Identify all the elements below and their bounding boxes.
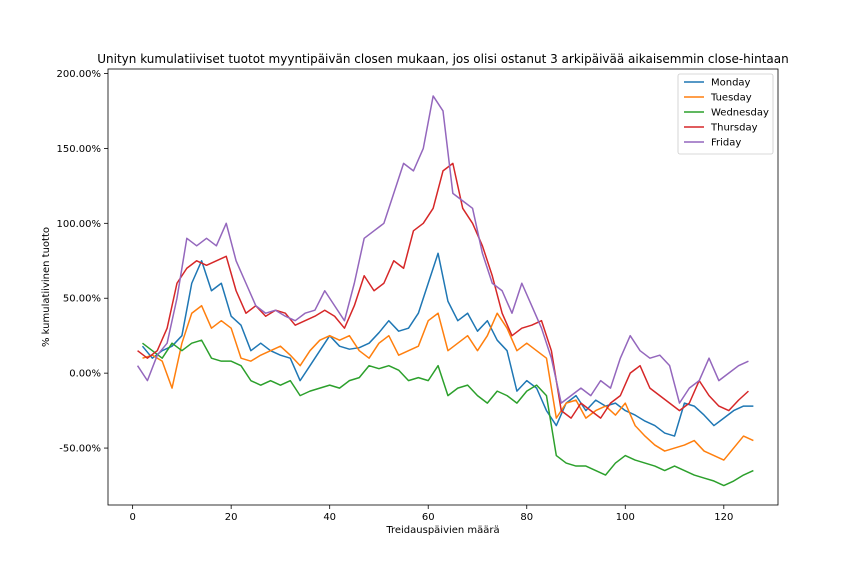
y-axis: -50.00% 0.00% 50.00% 100.00% 150.00% 200.00% [57, 69, 108, 455]
y-tick-label: -50.00% [59, 444, 101, 455]
legend-label-monday: Monday [711, 78, 751, 89]
x-tick-label: 60 [422, 512, 435, 523]
plot-area [107, 68, 779, 506]
y-tick-label: 50.00% [63, 294, 101, 305]
y-tick-label: 150.00% [57, 144, 102, 155]
y-axis-label: % kumulatiivinen tuotto [41, 227, 52, 347]
x-tick-label: 80 [520, 512, 533, 523]
legend-label-friday: Friday [711, 138, 741, 149]
x-tick-label: 20 [225, 512, 238, 523]
x-tick-label: 100 [616, 512, 635, 523]
legend-label-thursday: Thursday [710, 123, 758, 134]
legend-label-tuesday: Tuesday [710, 93, 752, 104]
y-tick-label: 100.00% [57, 219, 102, 230]
x-axis: 0 20 40 60 80 100 120 [129, 505, 733, 523]
legend: Monday Tuesday Wednesday Thursday Friday [677, 73, 774, 155]
plot-frame [107, 68, 779, 506]
x-tick-label: 40 [323, 512, 336, 523]
legend-label-wednesday: Wednesday [711, 108, 769, 119]
y-tick-label: 200.00% [57, 69, 102, 80]
x-tick-label: 120 [714, 512, 733, 523]
x-axis-label: Treidauspäivien määrä [385, 525, 499, 536]
series-line-wednesday [142, 339, 754, 487]
y-tick-label: 0.00% [69, 369, 101, 380]
series-line-friday [136, 95, 749, 404]
series-line-monday [141, 252, 754, 437]
series-line-thursday [137, 162, 749, 419]
series-layer [136, 95, 754, 487]
legend-box [677, 73, 774, 155]
series-line-tuesday [142, 304, 754, 461]
chart-title: Unityn kumulatiiviset tuotot myyntipäivä… [97, 52, 788, 66]
x-tick-label: 0 [129, 512, 135, 523]
legend-items: Monday Tuesday Wednesday Thursday Friday [684, 78, 769, 149]
